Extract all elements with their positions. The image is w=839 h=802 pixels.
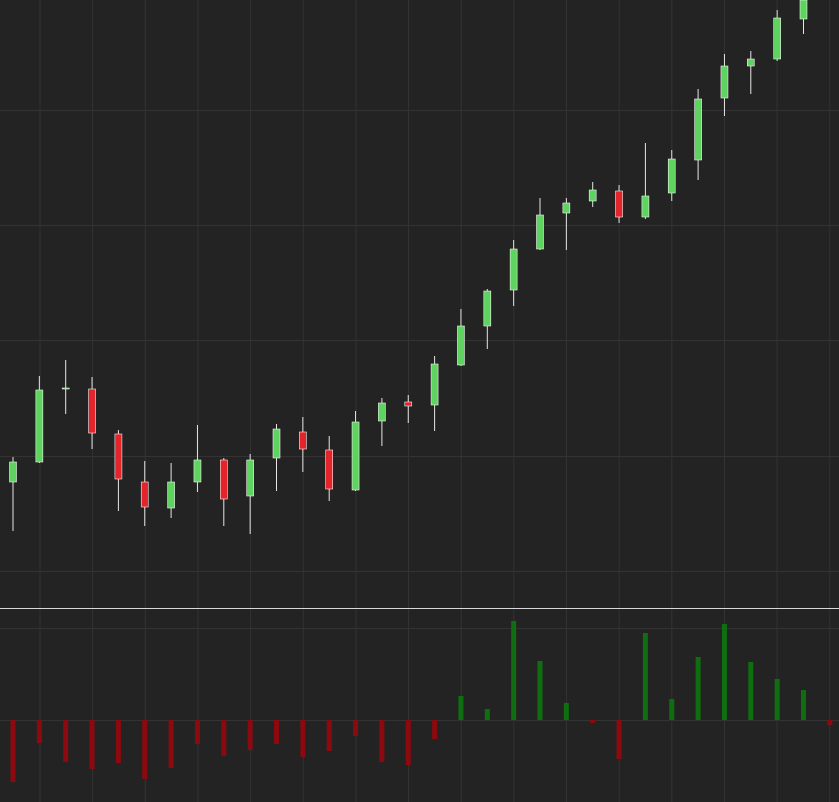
candle-body <box>694 98 702 161</box>
histogram-bar <box>221 720 227 756</box>
candle-body <box>483 290 492 327</box>
candle-body <box>799 0 808 20</box>
histogram-bar <box>326 720 332 751</box>
candle-body <box>430 363 439 406</box>
histogram-panel <box>0 621 839 782</box>
candle-body <box>9 461 17 483</box>
histogram-bar <box>537 661 543 720</box>
histogram-bar <box>10 720 16 782</box>
histogram-bar <box>247 720 253 750</box>
candle-body <box>641 195 650 218</box>
histogram-bar <box>432 720 438 739</box>
candle-body <box>61 387 70 390</box>
candle-body <box>88 388 96 434</box>
histogram-bar <box>458 696 464 720</box>
histogram-bar <box>142 720 148 779</box>
histogram-bar <box>801 690 806 720</box>
candle-body <box>536 214 544 250</box>
histogram-bar <box>36 720 42 743</box>
histogram-bar <box>563 703 569 720</box>
histogram-bar <box>405 720 411 765</box>
candle-body <box>272 428 281 459</box>
histogram-bar <box>194 720 200 744</box>
histogram-bar <box>168 720 174 768</box>
histogram-bar <box>379 720 385 762</box>
candle-body <box>404 401 413 407</box>
histogram-bar <box>353 720 359 736</box>
histogram-bar <box>616 720 622 759</box>
candle-body <box>457 325 465 366</box>
candle-body <box>720 65 729 99</box>
candle-body <box>615 190 623 218</box>
histogram-bar <box>774 679 780 720</box>
candle-body <box>509 248 518 291</box>
histogram-bar <box>300 720 306 757</box>
candle-body <box>220 459 228 500</box>
histogram-bar <box>721 624 727 720</box>
histogram-bar <box>89 720 95 769</box>
histogram-bar <box>642 633 648 720</box>
histogram-bar <box>748 662 754 720</box>
candle-body <box>193 459 202 483</box>
candle-body <box>140 481 149 508</box>
candle-body <box>773 17 781 60</box>
histogram-bar <box>590 720 596 723</box>
histogram-bar <box>511 621 517 720</box>
price-panel <box>0 0 839 572</box>
candle-body <box>588 189 597 202</box>
candle-body <box>562 202 571 214</box>
histogram-bar <box>63 720 69 762</box>
histogram-bar <box>274 720 279 744</box>
candle-body <box>114 433 123 480</box>
candle-body <box>167 481 175 509</box>
histogram-bar <box>115 720 121 763</box>
candle-body <box>246 459 254 497</box>
histogram-bar <box>669 699 675 720</box>
candle-body <box>351 421 360 491</box>
candle-body <box>35 389 44 463</box>
candle-body <box>299 431 307 450</box>
histogram-bar <box>484 709 490 720</box>
candle-body <box>667 158 676 194</box>
histogram-bar <box>695 657 701 720</box>
candle-body <box>378 402 386 422</box>
candle-body <box>325 449 334 490</box>
candle-body <box>746 58 755 67</box>
histogram-bar <box>827 720 833 725</box>
